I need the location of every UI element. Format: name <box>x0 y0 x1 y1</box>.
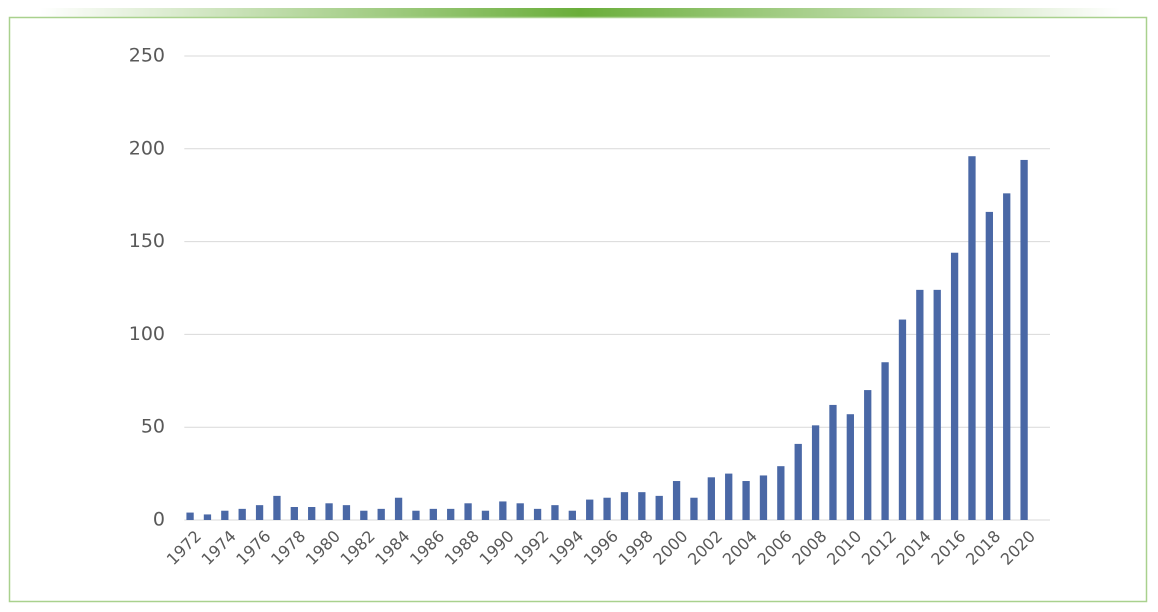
bar <box>985 211 993 521</box>
x-tick-label: 1978 <box>267 527 309 569</box>
bar <box>707 477 715 520</box>
x-tick-label: 1976 <box>232 527 274 569</box>
x-tick-label: 1990 <box>476 527 518 569</box>
x-tick-label: 2016 <box>927 527 969 569</box>
bar <box>950 252 959 520</box>
x-tick-label: 1998 <box>615 527 657 569</box>
bar <box>794 443 802 520</box>
x-tick-label: 1972 <box>163 527 205 569</box>
header-bar <box>40 8 1120 17</box>
bar <box>898 319 907 520</box>
bar <box>933 289 941 520</box>
y-tick-label: 50 <box>141 416 165 438</box>
bar <box>603 497 611 520</box>
bar <box>360 510 368 520</box>
x-tick-label: 2002 <box>684 527 726 569</box>
frame <box>8 16 1148 603</box>
bar <box>481 510 490 520</box>
bar <box>655 495 663 520</box>
bar <box>255 505 264 520</box>
bar <box>1020 159 1028 520</box>
bar <box>429 508 437 520</box>
bar <box>881 362 889 520</box>
x-tick-label: 2018 <box>962 527 1004 569</box>
bar <box>325 503 333 520</box>
bar <box>829 404 837 520</box>
x-tick-label: 2008 <box>788 527 830 569</box>
bar <box>864 390 872 520</box>
bar <box>221 510 229 520</box>
bar <box>342 505 351 520</box>
x-tick-label: 2010 <box>823 527 865 569</box>
bar <box>759 475 768 520</box>
bar <box>412 510 420 520</box>
bar <box>1003 193 1011 520</box>
x-tick-label: 2004 <box>719 527 761 569</box>
y-tick-label: 150 <box>129 230 165 252</box>
bar <box>551 505 559 520</box>
x-tick-label: 2020 <box>997 527 1039 569</box>
y-tick-label: 250 <box>129 45 165 67</box>
bar <box>742 481 750 520</box>
bar <box>203 514 212 520</box>
x-tick-label: 1982 <box>337 527 379 569</box>
y-tick-label: 200 <box>129 137 165 159</box>
bar <box>533 508 542 520</box>
bar <box>620 492 629 520</box>
bar <box>968 156 976 520</box>
bar <box>672 481 681 520</box>
x-tick-label: 1992 <box>510 527 552 569</box>
x-tick-label: 1994 <box>545 527 587 569</box>
bar <box>638 492 646 520</box>
x-tick-label: 1986 <box>406 527 448 569</box>
y-tick-label: 100 <box>129 323 165 345</box>
x-tick-label: 2000 <box>649 527 691 569</box>
bar <box>447 508 455 520</box>
x-tick-label: 1988 <box>441 527 483 569</box>
bar <box>273 495 281 520</box>
x-tick-label: 2014 <box>893 527 935 569</box>
bar <box>377 508 385 520</box>
bar <box>238 508 246 520</box>
x-tick-label: 1980 <box>302 527 344 569</box>
bar <box>916 289 924 520</box>
bar <box>725 473 733 520</box>
x-tick-label: 1974 <box>198 527 240 569</box>
bar <box>777 466 785 520</box>
bar <box>690 497 698 520</box>
x-tick-label: 2006 <box>754 527 796 569</box>
bar <box>846 414 854 520</box>
bar <box>811 425 820 520</box>
bar <box>290 507 298 520</box>
bar <box>464 503 472 520</box>
bar <box>516 503 524 520</box>
bar <box>586 499 594 520</box>
y-tick-label: 0 <box>153 509 165 531</box>
bar <box>394 497 403 520</box>
x-tick-label: 1984 <box>371 527 413 569</box>
bar <box>308 507 316 520</box>
bar <box>186 512 194 520</box>
x-tick-label: 1996 <box>580 527 622 569</box>
x-tick-label: 2012 <box>858 527 900 569</box>
bar <box>499 501 507 520</box>
bar <box>568 510 576 520</box>
